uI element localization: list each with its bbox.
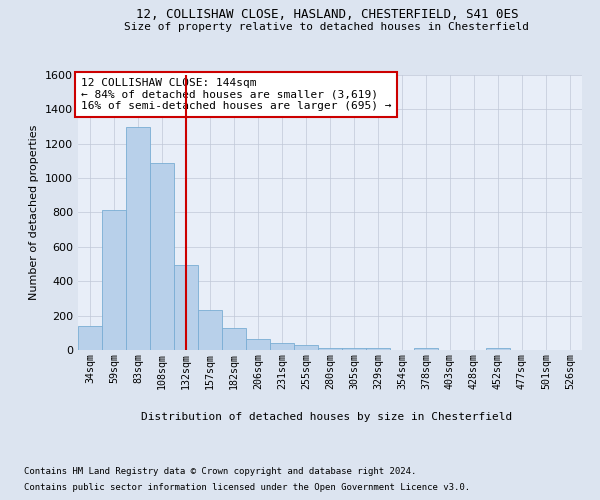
Bar bbox=[318, 348, 342, 350]
Bar bbox=[198, 310, 222, 350]
Bar bbox=[126, 128, 150, 350]
Bar bbox=[102, 210, 126, 350]
Text: Contains HM Land Registry data © Crown copyright and database right 2024.: Contains HM Land Registry data © Crown c… bbox=[24, 468, 416, 476]
Text: 12, COLLISHAW CLOSE, HASLAND, CHESTERFIELD, S41 0ES: 12, COLLISHAW CLOSE, HASLAND, CHESTERFIE… bbox=[136, 8, 518, 20]
Text: Contains public sector information licensed under the Open Government Licence v3: Contains public sector information licen… bbox=[24, 482, 470, 492]
Bar bbox=[486, 348, 510, 350]
Text: Distribution of detached houses by size in Chesterfield: Distribution of detached houses by size … bbox=[142, 412, 512, 422]
Bar bbox=[366, 348, 390, 350]
Text: Size of property relative to detached houses in Chesterfield: Size of property relative to detached ho… bbox=[125, 22, 530, 32]
Bar bbox=[174, 265, 198, 350]
Bar bbox=[342, 348, 366, 350]
Text: 12 COLLISHAW CLOSE: 144sqm
← 84% of detached houses are smaller (3,619)
16% of s: 12 COLLISHAW CLOSE: 144sqm ← 84% of deta… bbox=[80, 78, 391, 111]
Y-axis label: Number of detached properties: Number of detached properties bbox=[29, 125, 40, 300]
Bar bbox=[222, 328, 246, 350]
Bar bbox=[270, 344, 294, 350]
Bar bbox=[294, 346, 318, 350]
Bar bbox=[150, 162, 174, 350]
Bar bbox=[414, 348, 438, 350]
Bar bbox=[246, 339, 270, 350]
Bar bbox=[78, 326, 102, 350]
